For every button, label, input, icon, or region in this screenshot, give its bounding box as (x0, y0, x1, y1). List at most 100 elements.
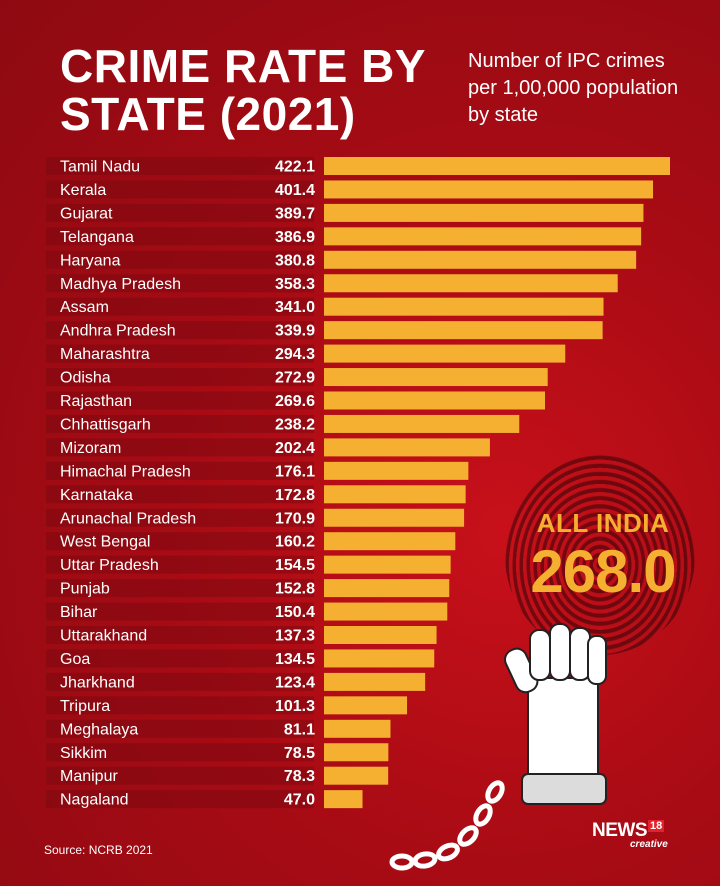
category-label: Assam (60, 299, 109, 316)
value-label: 272.9 (275, 370, 315, 387)
label-band (46, 743, 314, 762)
value-label: 137.3 (275, 628, 315, 645)
bar (324, 461, 469, 480)
category-label: Haryana (60, 252, 121, 269)
value-label: 78.3 (284, 768, 315, 785)
category-label: Rajasthan (60, 393, 132, 410)
bar (324, 743, 389, 762)
value-label: 339.9 (275, 323, 315, 340)
value-label: 422.1 (275, 159, 315, 176)
bar (324, 696, 408, 715)
fingerprint-icon (505, 455, 695, 655)
label-band (46, 180, 314, 199)
value-label: 101.3 (275, 698, 315, 715)
category-label: Maharashtra (60, 346, 150, 363)
label-band (46, 227, 314, 246)
bar (324, 438, 490, 457)
value-label: 47.0 (284, 792, 315, 809)
category-label: Gujarat (60, 205, 113, 222)
bar (324, 532, 456, 551)
bar (324, 180, 654, 199)
bar (324, 790, 363, 809)
bar (324, 649, 435, 668)
bar (324, 485, 466, 504)
source-note: Source: NCRB 2021 (44, 843, 153, 857)
value-label: 380.8 (275, 252, 315, 269)
category-label: Madhya Pradesh (60, 276, 181, 293)
bar (324, 391, 545, 410)
label-band (46, 719, 314, 738)
value-label: 78.5 (284, 745, 315, 762)
bar (324, 508, 465, 527)
bar (324, 368, 548, 387)
bar (324, 274, 618, 293)
category-label: Karnataka (60, 487, 133, 504)
category-label: Punjab (60, 581, 110, 598)
label-band (46, 461, 314, 480)
category-label: Uttarakhand (60, 628, 147, 645)
category-label: Odisha (60, 370, 111, 387)
category-label: West Bengal (60, 534, 150, 551)
bar (324, 344, 566, 363)
bar (324, 227, 642, 246)
label-band (46, 297, 314, 316)
bar (324, 157, 670, 175)
bar (324, 719, 391, 738)
value-label: 341.0 (275, 299, 315, 316)
label-band (46, 532, 314, 551)
bar (324, 626, 437, 644)
logo-sub: creative (630, 839, 668, 850)
value-label: 154.5 (275, 557, 315, 574)
category-label: Himachal Pradesh (60, 463, 191, 480)
page-title: CRIME RATE BY STATE (2021) (60, 40, 426, 140)
bar (324, 414, 520, 433)
category-label: Mizoram (60, 440, 121, 457)
value-label: 134.5 (275, 651, 315, 668)
bar (324, 321, 603, 340)
value-label: 160.2 (275, 534, 315, 551)
value-label: 150.4 (275, 604, 315, 621)
category-label: Meghalaya (60, 721, 138, 738)
logo-word: NEWS (592, 820, 648, 841)
category-label: Kerala (60, 182, 106, 199)
value-label: 81.1 (284, 721, 315, 738)
all-india-value: 268.0 (530, 538, 676, 605)
value-label: 172.8 (275, 487, 315, 504)
category-label: Manipur (60, 768, 118, 785)
category-label: Tamil Nadu (60, 159, 140, 176)
bar (324, 203, 644, 222)
label-band (46, 766, 314, 785)
bar (324, 297, 604, 316)
label-band (46, 485, 314, 504)
label-band (46, 391, 314, 410)
label-band (46, 508, 314, 527)
news18-logo: NEWS 18 creative (592, 820, 668, 850)
label-band (46, 626, 314, 644)
label-band (46, 649, 314, 668)
label-band (46, 250, 314, 269)
all-india-callout: ALL INDIA 268.0 (508, 508, 698, 605)
value-label: 152.8 (275, 581, 315, 598)
label-band (46, 579, 314, 598)
category-label: Nagaland (60, 792, 129, 809)
label-band (46, 344, 314, 363)
all-india-label: ALL INDIA (536, 508, 670, 538)
category-label: Goa (60, 651, 90, 668)
category-label: Sikkim (60, 745, 107, 762)
category-label: Uttar Pradesh (60, 557, 159, 574)
category-label: Telangana (60, 229, 134, 246)
bar (324, 250, 637, 269)
value-label: 123.4 (275, 674, 315, 691)
label-band (46, 555, 314, 574)
value-label: 202.4 (275, 440, 315, 457)
value-label: 269.6 (275, 393, 315, 410)
category-label: Arunachal Pradesh (60, 510, 196, 527)
label-band (46, 790, 314, 809)
label-band (46, 274, 314, 293)
value-label: 238.2 (275, 416, 315, 433)
category-label: Chhattisgarh (60, 416, 151, 433)
category-label: Andhra Pradesh (60, 323, 176, 340)
bar (324, 766, 389, 785)
